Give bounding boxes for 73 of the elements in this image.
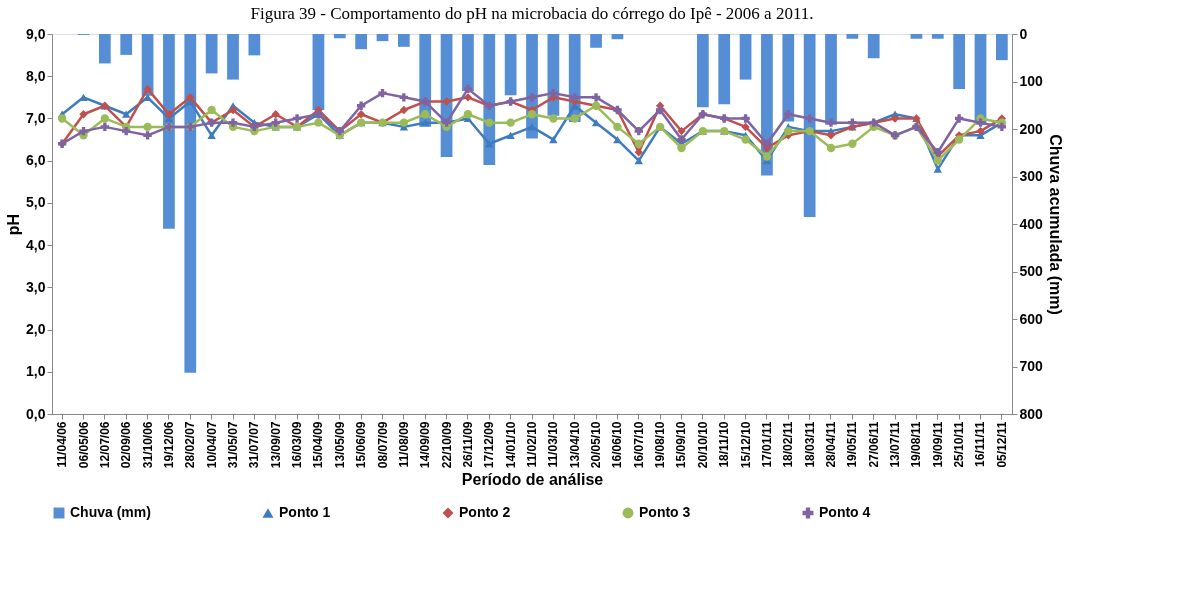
x-tick-label: 15/12/10 — [738, 421, 753, 469]
x-tick-label: 15/09/10 — [674, 421, 689, 469]
x-tick-label: 17/12/09 — [482, 421, 497, 469]
y2-tick-label: 300 — [1019, 168, 1044, 184]
chart-title: Figura 39 - Comportamento do pH na microbacia do córrego do Ipê - 2006 a 2011. — [250, 4, 814, 23]
x-tick-label: 11/08/09 — [396, 421, 411, 468]
x-tick-label: 25/10/11 — [952, 421, 967, 468]
y2-tick-label: 800 — [1019, 405, 1044, 422]
y-tick-label: 8,0 — [26, 67, 46, 84]
legend-label: Ponto 2 — [459, 504, 511, 520]
legend-label: Ponto 1 — [279, 504, 331, 520]
x-tick-label: 19/09/11 — [930, 421, 945, 468]
y-tick-label: 0,0 — [26, 405, 46, 422]
legend-label: Ponto 3 — [639, 504, 691, 520]
x-tick-label: 08/07/09 — [375, 421, 390, 469]
y-tick-label: 2,0 — [26, 321, 46, 338]
x-tick-label: 14/01/10 — [503, 421, 518, 469]
x-tick-label: 26/11/09 — [460, 421, 475, 468]
x-tick-label: 13/05/09 — [332, 421, 347, 469]
y-tick-label: 7,0 — [26, 109, 46, 126]
x-tick-label: 18/03/11 — [802, 421, 817, 468]
legend-label: Chuva (mm) — [70, 504, 151, 520]
x-tick-label: 20/05/10 — [589, 421, 604, 469]
x-tick-label: 16/07/10 — [631, 421, 646, 469]
x-tick-label: 19/12/06 — [161, 421, 176, 469]
x-axis-title: Período de análise — [461, 471, 604, 489]
x-tick-label: 13/04/10 — [567, 421, 582, 469]
y2-tick-label: 0 — [1019, 25, 1028, 42]
x-tick-label: 20/10/10 — [695, 421, 710, 469]
x-tick-label: 18/11/10 — [717, 421, 732, 468]
x-tick-label: 15/06/09 — [354, 421, 369, 469]
x-tick-label: 11/04/06 — [55, 421, 70, 468]
x-tick-label: 31/07/07 — [247, 421, 262, 469]
x-tick-label: 19/08/10 — [653, 421, 668, 469]
y-tick-label: 3,0 — [26, 278, 46, 295]
y-tick-label: 6,0 — [26, 152, 46, 169]
x-tick-label: 02/09/06 — [119, 421, 134, 469]
x-tick-label: 12/07/06 — [97, 421, 112, 469]
y-axis-title: pH — [5, 213, 23, 236]
y2-tick-label: 600 — [1019, 310, 1044, 327]
y2-tick-label: 200 — [1019, 120, 1044, 137]
y-tick-label: 1,0 — [26, 363, 46, 380]
y-tick-label: 9,0 — [26, 25, 46, 42]
x-tick-label: 11/03/10 — [546, 421, 561, 468]
x-tick-label: 16/11/11 — [973, 421, 988, 467]
x-tick-label: 28/04/11 — [824, 421, 838, 468]
x-tick-label: 10/04/07 — [204, 421, 219, 469]
x-tick-label: 06/05/06 — [76, 421, 91, 469]
x-tick-label: 22/10/09 — [439, 421, 454, 469]
y2-tick-label: 700 — [1019, 358, 1044, 374]
y2-tick-label: 400 — [1019, 215, 1044, 232]
x-tick-label: 13/07/11 — [888, 421, 903, 468]
x-tick-label: 28/02/07 — [183, 421, 198, 469]
x-tick-label: 31/10/06 — [140, 421, 155, 469]
y2-tick-label: 100 — [1019, 73, 1044, 89]
x-tick-label: 13/09/07 — [268, 421, 283, 469]
x-tick-label: 16/06/10 — [610, 421, 625, 469]
x-tick-label: 15/04/09 — [311, 421, 326, 469]
x-tick-label: 17/01/11 — [759, 421, 774, 468]
x-tick-label: 14/09/09 — [418, 421, 433, 469]
y2-tick-label: 500 — [1019, 263, 1044, 279]
y-tick-label: 4,0 — [26, 236, 46, 253]
legend-label: Ponto 4 — [819, 504, 871, 520]
x-tick-label: 05/12/11 — [994, 421, 1009, 468]
x-tick-label: 19/08/11 — [909, 421, 924, 468]
y2-axis-title: Chuva acumulada (mm) — [1046, 134, 1064, 315]
x-tick-label: 27/06/11 — [866, 421, 881, 468]
x-tick-label: 18/02/11 — [781, 421, 796, 468]
y-tick-label: 5,0 — [26, 194, 46, 211]
x-tick-label: 11/02/10 — [525, 421, 539, 468]
x-tick-label: 31/05/07 — [226, 421, 240, 469]
x-tick-label: 16/03/09 — [290, 421, 305, 469]
x-tick-label: 19/05/11 — [845, 421, 860, 468]
